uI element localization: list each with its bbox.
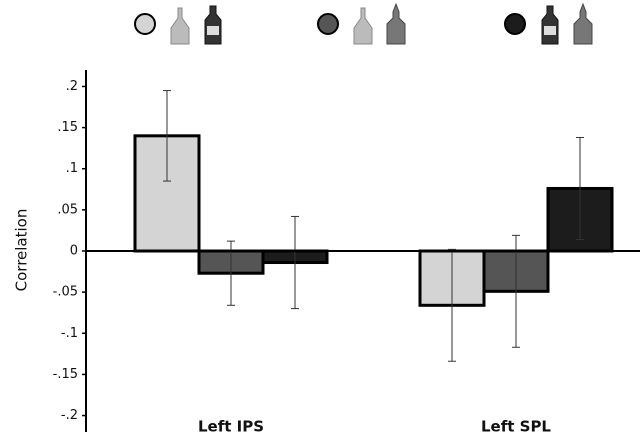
- x-tick-label: Left SPL: [481, 418, 551, 436]
- y-tick-label: 0: [70, 244, 78, 259]
- icon-church: [387, 4, 405, 44]
- legend-marker: [135, 14, 155, 34]
- y-tick-label: -.05: [53, 285, 78, 300]
- icon-label: [544, 26, 556, 35]
- y-tick-label: .1: [66, 161, 78, 176]
- y-tick-label: .2: [66, 79, 78, 94]
- icon-label: [207, 26, 219, 35]
- y-tick-label: .05: [57, 202, 78, 217]
- x-tick-label: Left IPS: [198, 418, 264, 436]
- y-tick-label: .15: [57, 120, 78, 135]
- y-tick-label: -.1: [61, 326, 78, 341]
- icon-spatula: [171, 8, 189, 44]
- icon-bottle: [205, 6, 221, 44]
- icon-spatula: [354, 8, 372, 44]
- icon-bottle: [542, 6, 558, 44]
- legend-marker: [505, 14, 525, 34]
- legend-marker: [318, 14, 338, 34]
- y-tick-label: -.2: [61, 408, 78, 423]
- chart: Correlation .2 .15 .1 .05 0 -.05 -.1 -.15 -.2 Lef…: [0, 0, 642, 439]
- y-tick-label: -.15: [53, 367, 78, 382]
- y-axis-label: Correlation: [13, 209, 31, 292]
- icon-church: [574, 4, 592, 44]
- legend-icons: [135, 4, 592, 44]
